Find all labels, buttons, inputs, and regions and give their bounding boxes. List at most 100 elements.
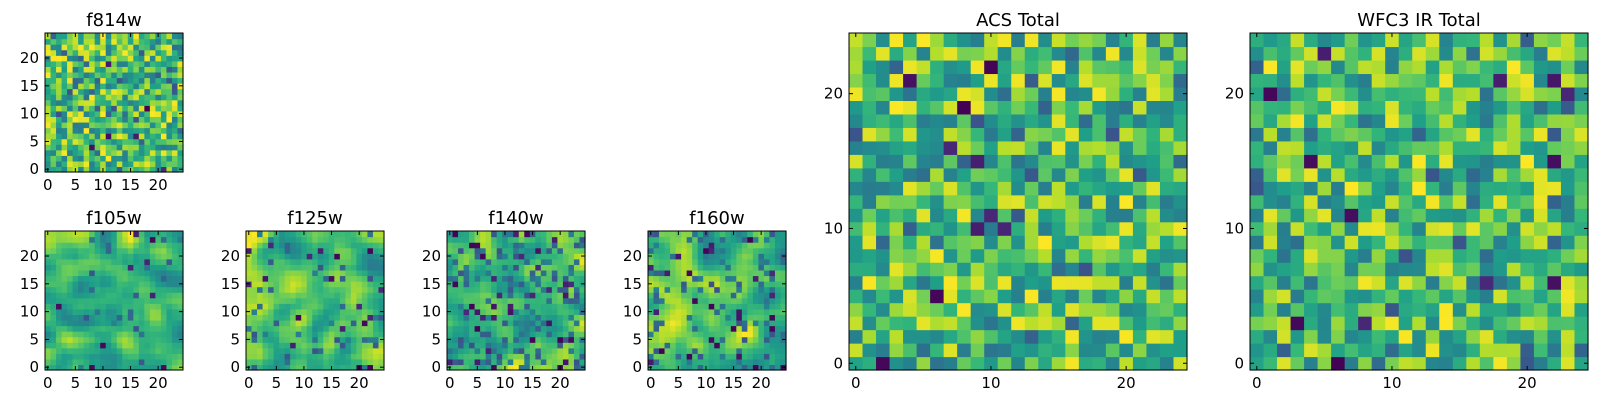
heatmap-cell <box>122 303 129 310</box>
heatmap-cell <box>1051 248 1066 263</box>
heatmap-cell <box>67 364 74 371</box>
heatmap-cell <box>1547 59 1562 75</box>
heatmap-cell <box>144 292 151 299</box>
heatmap-cell <box>758 297 765 304</box>
heatmap-cell <box>876 275 891 290</box>
heatmap-cell <box>1506 86 1521 101</box>
heatmap-cell <box>653 325 660 332</box>
heatmap-cell <box>557 303 564 310</box>
heatmap-cell <box>469 269 476 277</box>
heatmap-cell <box>105 138 112 145</box>
heatmap-cell <box>295 336 302 343</box>
heatmap-cell <box>138 242 145 249</box>
heatmap-cell <box>1385 167 1400 182</box>
heatmap-cell <box>284 292 291 299</box>
heatmap-cell <box>474 347 481 354</box>
heatmap-cell <box>72 247 79 254</box>
heatmap-cell <box>513 297 520 304</box>
heatmap-cell <box>306 242 313 249</box>
heatmap-cell <box>970 302 985 317</box>
heatmap-cell <box>1452 127 1467 142</box>
heatmap-cell <box>306 353 313 360</box>
heatmap-cell <box>166 242 173 249</box>
heatmap-cell <box>149 303 156 310</box>
heatmap-cell <box>166 347 173 354</box>
heatmap-cell <box>334 281 341 288</box>
heatmap-cell <box>111 292 118 299</box>
heatmap-cell <box>458 325 465 332</box>
heatmap-cell <box>83 269 90 277</box>
heatmap-cell <box>725 242 732 249</box>
heatmap-cell <box>317 308 324 315</box>
heatmap-cell <box>138 364 145 371</box>
heatmap-cell <box>573 364 581 371</box>
heatmap-cell <box>339 364 346 371</box>
heatmap-cell <box>780 275 787 282</box>
heatmap-cell <box>149 133 156 140</box>
heatmap-cell <box>1024 275 1039 290</box>
heatmap-cell <box>339 342 346 349</box>
heatmap-cell <box>127 286 134 293</box>
heatmap-cell <box>546 275 553 282</box>
heatmap-cell <box>133 160 140 168</box>
heatmap-cell <box>1547 73 1562 88</box>
heatmap-cell <box>105 149 112 156</box>
heatmap-cell <box>144 231 151 238</box>
heatmap-cell <box>246 319 253 327</box>
heatmap-cell <box>361 242 369 249</box>
heatmap-cell <box>463 247 470 254</box>
heatmap-cell <box>273 303 280 310</box>
y-tick-label: 5 <box>230 330 240 348</box>
heatmap-cell <box>122 83 129 90</box>
heatmap-cell <box>350 258 357 265</box>
heatmap-cell <box>160 236 168 243</box>
heatmap-cell <box>328 264 335 271</box>
heatmap-cell <box>736 236 743 243</box>
heatmap-cell <box>551 264 558 271</box>
heatmap-cell <box>323 286 330 293</box>
heatmap-cell <box>719 342 726 349</box>
heatmap-cell <box>452 342 459 349</box>
heatmap-cell <box>916 113 931 128</box>
heatmap-cell <box>502 253 509 260</box>
heatmap-cell <box>149 275 156 282</box>
heatmap-cell <box>849 262 864 277</box>
heatmap-cell <box>273 292 280 299</box>
heatmap-cell <box>491 258 498 265</box>
heatmap-cell <box>562 303 570 310</box>
heatmap-cell <box>1385 194 1400 209</box>
heatmap-cell <box>1344 127 1359 142</box>
heatmap-cell <box>513 336 520 343</box>
heatmap-cell <box>171 353 179 360</box>
heatmap-cell <box>1065 289 1080 304</box>
heatmap-cell <box>133 319 140 327</box>
heatmap-cell <box>127 253 134 260</box>
heatmap-cell <box>1479 154 1494 169</box>
heatmap-cell <box>323 264 330 271</box>
heatmap-cells <box>648 231 787 371</box>
heatmap-cell <box>251 347 258 354</box>
heatmap-cell <box>251 247 258 254</box>
heatmap-cell <box>659 308 666 315</box>
heatmap-cell <box>535 342 542 349</box>
heatmap-cell <box>100 331 107 338</box>
heatmap-cell <box>301 325 308 332</box>
heatmap-cell <box>659 358 666 366</box>
panel-title: WFC3 IR Total <box>1357 10 1480 31</box>
heatmap-cell <box>485 292 492 299</box>
heatmap-cell <box>50 353 57 360</box>
heatmap-cell <box>345 292 352 299</box>
heatmap-cell <box>752 281 759 288</box>
heatmap-cell <box>1560 167 1576 182</box>
heatmap-cell <box>1065 46 1080 61</box>
heatmap-cell <box>334 269 341 277</box>
heatmap-cell <box>361 247 369 254</box>
heatmap-cell <box>1092 127 1107 142</box>
heatmap-cell <box>45 105 52 112</box>
heatmap-cell <box>251 325 258 332</box>
heatmap-cell <box>284 253 291 260</box>
heatmap-cell <box>546 281 553 288</box>
heatmap-cell <box>301 247 308 254</box>
heatmap-cell <box>513 247 520 254</box>
panel-title: f125w <box>287 208 342 229</box>
